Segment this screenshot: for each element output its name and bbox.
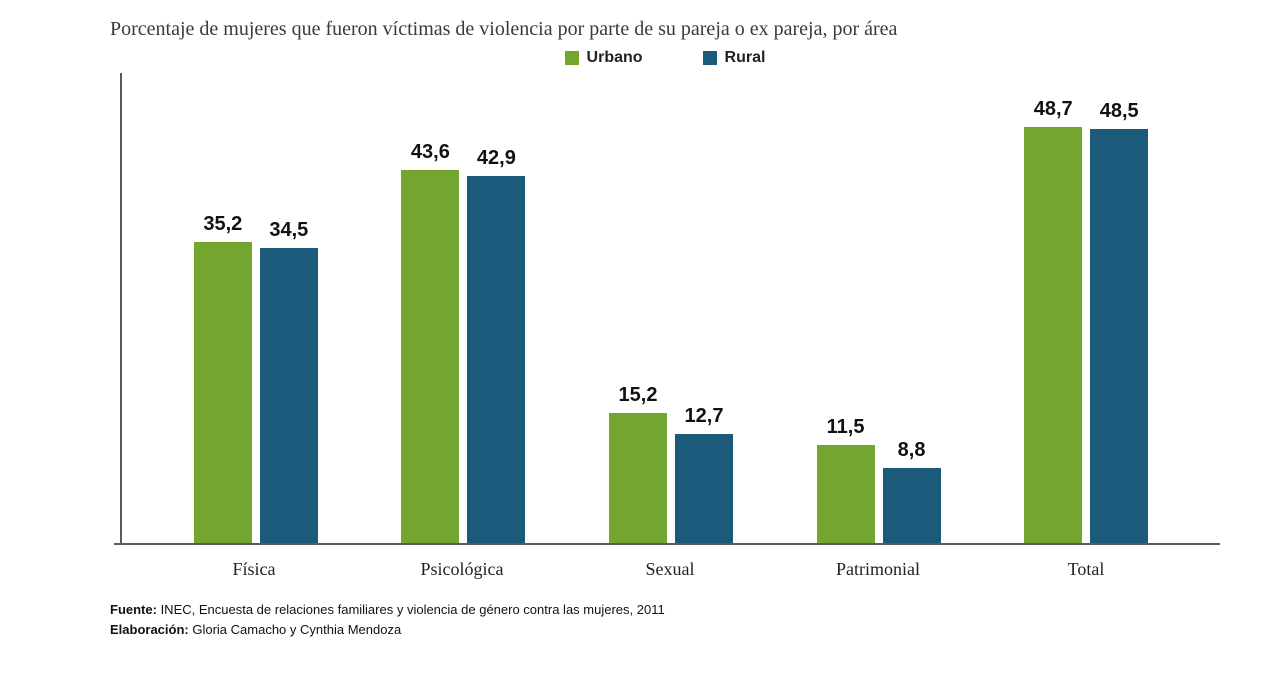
bar-rural: 48,5 xyxy=(1090,100,1148,543)
x-label: Patrimonial xyxy=(808,559,948,580)
legend-label-rural: Rural xyxy=(725,49,766,67)
elab-text: Gloria Camacho y Cynthia Mendoza xyxy=(189,622,401,637)
bar-rect xyxy=(401,170,459,543)
bar-rect xyxy=(609,413,667,543)
legend-item-rural: Rural xyxy=(703,49,766,67)
bar-rect xyxy=(467,176,525,543)
bar-rect xyxy=(675,434,733,543)
x-label: Psicológica xyxy=(392,559,532,580)
source-label: Fuente: xyxy=(110,602,157,617)
chart-page: Porcentaje de mujeres que fueron víctima… xyxy=(0,0,1280,694)
value-label: 15,2 xyxy=(619,384,658,407)
source-text: INEC, Encuesta de relaciones familiares … xyxy=(157,602,665,617)
group-sexual: 15,2 12,7 xyxy=(609,384,733,543)
group-fisica: 35,2 34,5 xyxy=(194,213,318,543)
bar-rect xyxy=(194,242,252,543)
value-label: 34,5 xyxy=(269,219,308,242)
value-label: 48,7 xyxy=(1034,98,1073,121)
bar-urbano: 35,2 xyxy=(194,213,252,543)
value-label: 35,2 xyxy=(203,213,242,236)
elab-line: Elaboración: Gloria Camacho y Cynthia Me… xyxy=(110,620,1220,640)
swatch-urbano xyxy=(565,51,579,65)
bar-rural: 12,7 xyxy=(675,405,733,543)
bar-urbano: 43,6 xyxy=(401,141,459,543)
source-line: Fuente: INEC, Encuesta de relaciones fam… xyxy=(110,600,1220,620)
value-label: 11,5 xyxy=(827,416,865,439)
legend: Urbano Rural xyxy=(110,49,1220,67)
bar-urbano: 15,2 xyxy=(609,384,667,543)
x-label: Física xyxy=(184,559,324,580)
chart-title: Porcentaje de mujeres que fueron víctima… xyxy=(110,18,1220,41)
group-total: 48,7 48,5 xyxy=(1024,98,1148,543)
group-patrimonial: 11,5 8,8 xyxy=(817,416,941,543)
value-label: 12,7 xyxy=(685,405,724,428)
legend-label-urbano: Urbano xyxy=(587,49,643,67)
bar-rect xyxy=(260,248,318,543)
bar-urbano: 11,5 xyxy=(817,416,875,543)
plot-area: 35,2 34,5 43,6 42,9 xyxy=(120,73,1220,545)
footer: Fuente: INEC, Encuesta de relaciones fam… xyxy=(110,600,1220,639)
value-label: 43,6 xyxy=(411,141,450,164)
bar-rural: 34,5 xyxy=(260,219,318,543)
swatch-rural xyxy=(703,51,717,65)
group-psicologica: 43,6 42,9 xyxy=(401,141,525,543)
bar-rect xyxy=(817,445,875,543)
axis-tick xyxy=(114,543,122,545)
bar-rect xyxy=(1090,129,1148,543)
elab-label: Elaboración: xyxy=(110,622,189,637)
x-label: Sexual xyxy=(600,559,740,580)
bar-rect xyxy=(883,468,941,543)
x-axis-labels: Física Psicológica Sexual Patrimonial To… xyxy=(120,545,1220,580)
bar-rect xyxy=(1024,127,1082,543)
value-label: 8,8 xyxy=(898,439,926,462)
value-label: 42,9 xyxy=(477,147,516,170)
bar-rural: 42,9 xyxy=(467,147,525,543)
bar-groups: 35,2 34,5 43,6 42,9 xyxy=(122,73,1220,543)
value-label: 48,5 xyxy=(1100,100,1139,123)
bar-urbano: 48,7 xyxy=(1024,98,1082,543)
bar-rural: 8,8 xyxy=(883,439,941,543)
legend-item-urbano: Urbano xyxy=(565,49,643,67)
x-label: Total xyxy=(1016,559,1156,580)
